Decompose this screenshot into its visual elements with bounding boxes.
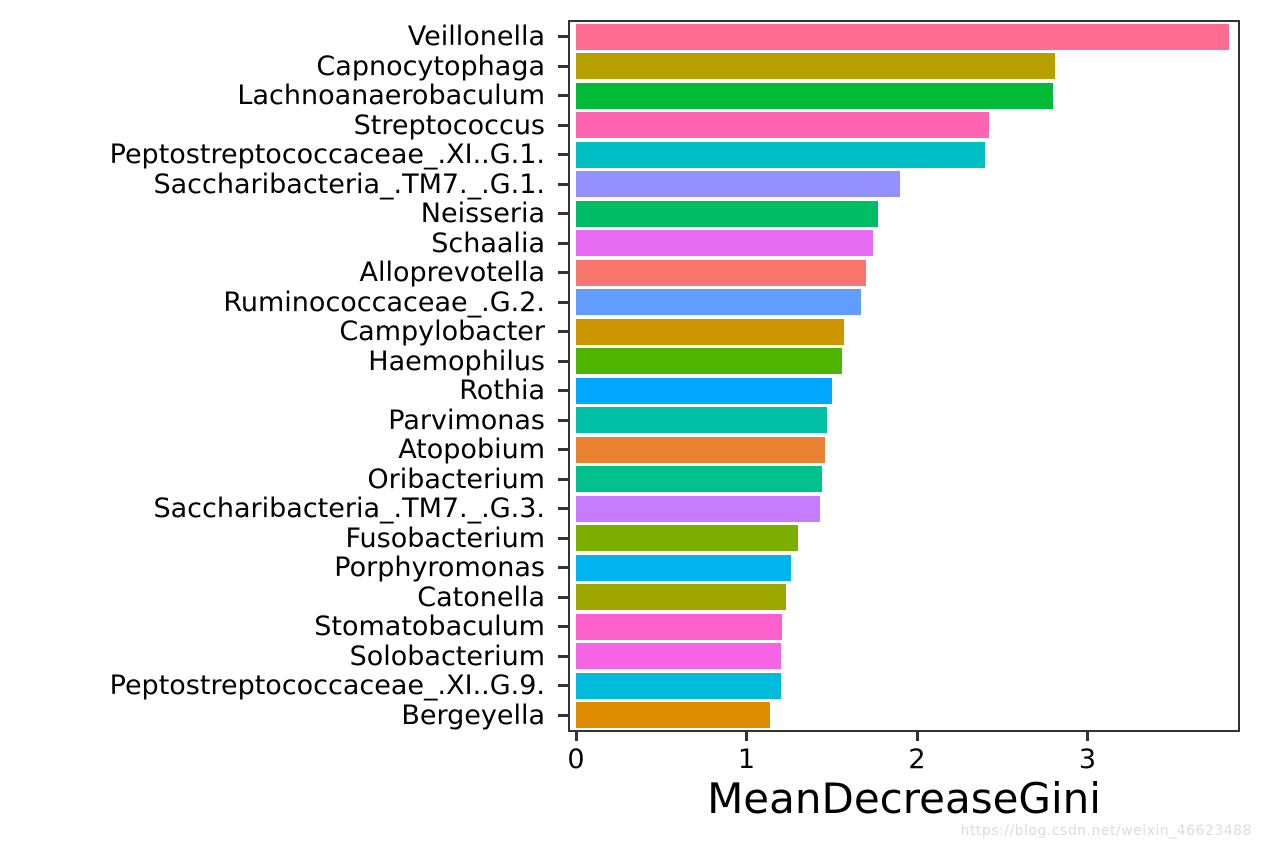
x-tick-3 <box>1086 732 1089 741</box>
y-tick-neisseria <box>558 212 568 216</box>
watermark: https://blog.csdn.net/weixin_46623488 <box>960 823 1252 839</box>
bar-oribacterium <box>576 466 822 493</box>
bar-catonella <box>576 584 786 611</box>
y-axis-label-schaalia: Schaalia <box>431 227 545 259</box>
y-tick-peptostreptococcaceae-xi-g-9 <box>558 684 568 688</box>
bar-ruminococcaceae-g-2 <box>576 289 861 316</box>
y-tick-schaalia <box>558 241 568 245</box>
x-tick-label-0: 0 <box>567 744 585 775</box>
y-tick-veillonella <box>558 35 568 39</box>
y-tick-catonella <box>558 595 568 599</box>
y-axis-label-lachnoanaerobaculum: Lachnoanaerobaculum <box>237 80 545 111</box>
y-axis-label-fusobacterium: Fusobacterium <box>345 522 546 554</box>
bar-haemophilus <box>576 348 842 375</box>
y-axis-label-haemophilus: Haemophilus <box>368 345 545 377</box>
y-axis-label-atopobium: Atopobium <box>398 434 545 465</box>
bar-atopobium <box>576 436 825 463</box>
bar-saccharibacteria-tm7-g-3 <box>576 495 820 522</box>
y-tick-saccharibacteria-tm7-g-3 <box>558 507 568 511</box>
bar-alloprevotella <box>576 259 866 286</box>
bar-porphyromonas <box>576 554 791 581</box>
y-axis-label-saccharibacteria-tm7-g-3: Saccharibacteria_.TM7._.G.3. <box>153 493 546 524</box>
y-tick-capnocytophaga <box>558 64 568 68</box>
x-axis-title: MeanDecreaseGini <box>707 774 1101 823</box>
x-tick-label-1: 1 <box>737 744 756 775</box>
y-axis-label-stomatobaculum: Stomatobaculum <box>314 611 545 642</box>
y-axis-label-rothia: Rothia <box>459 375 545 406</box>
y-tick-bergeyella <box>558 713 568 717</box>
x-tick-label-2: 2 <box>908 744 926 775</box>
y-tick-porphyromonas <box>558 566 568 570</box>
y-axis-label-catonella: Catonella <box>417 581 545 613</box>
y-axis-label-alloprevotella: Alloprevotella <box>359 257 546 288</box>
y-tick-atopobium <box>558 448 568 452</box>
bar-bergeyella <box>576 702 771 729</box>
y-axis-label-saccharibacteria-tm7-g-1: Saccharibacteria_.TM7._.G.1. <box>153 168 546 200</box>
y-tick-saccharibacteria-tm7-g-1 <box>558 182 568 186</box>
bar-peptostreptococcaceae-xi-g-1 <box>576 141 986 168</box>
bar-fusobacterium <box>576 525 798 552</box>
y-axis-label-oribacterium: Oribacterium <box>367 463 545 495</box>
y-axis-label-neisseria: Neisseria <box>420 198 545 229</box>
bar-schaalia <box>576 230 873 257</box>
y-axis-label-bergeyella: Bergeyella <box>401 699 545 731</box>
y-axis-label-campylobacter: Campylobacter <box>339 316 545 347</box>
bar-stomatobaculum <box>576 613 783 640</box>
bar-peptostreptococcaceae-xi-g-9 <box>576 672 781 699</box>
bar-rothia <box>576 377 832 404</box>
y-axis-label-capnocytophaga: Capnocytophaga <box>316 50 545 82</box>
y-tick-ruminococcaceae-g-2 <box>558 300 568 304</box>
y-axis-label-streptococcus: Streptococcus <box>353 109 545 141</box>
bar-capnocytophaga <box>576 53 1056 80</box>
x-tick-2 <box>915 732 919 741</box>
y-tick-rothia <box>558 389 568 393</box>
bar-parvimonas <box>576 407 827 434</box>
y-tick-streptococcus <box>558 123 568 127</box>
y-tick-peptostreptococcaceae-xi-g-1 <box>558 153 568 157</box>
bar-veillonella <box>576 23 1229 50</box>
bar-saccharibacteria-tm7-g-1 <box>576 171 900 198</box>
bar-campylobacter <box>576 318 844 345</box>
bar-streptococcus <box>576 112 989 139</box>
x-tick-label-3: 3 <box>1078 744 1097 775</box>
x-tick-1 <box>745 732 748 741</box>
y-tick-fusobacterium <box>558 536 568 540</box>
y-tick-alloprevotella <box>558 271 568 275</box>
y-axis-label-peptostreptococcaceae-xi-g-9: Peptostreptococcaceae_.XI..G.9. <box>109 670 545 701</box>
x-tick-0 <box>574 732 578 741</box>
y-tick-lachnoanaerobaculum <box>558 94 568 98</box>
bar-lachnoanaerobaculum <box>576 82 1054 109</box>
bar-neisseria <box>576 200 878 227</box>
y-tick-campylobacter <box>558 330 568 334</box>
y-tick-solobacterium <box>558 654 568 658</box>
y-axis-label-solobacterium: Solobacterium <box>349 640 545 672</box>
y-axis-label-peptostreptococcaceae-xi-g-1: Peptostreptococcaceae_.XI..G.1. <box>109 139 545 170</box>
y-axis-label-ruminococcaceae-g-2: Ruminococcaceae_.G.2. <box>223 286 545 318</box>
y-axis-label-porphyromonas: Porphyromonas <box>334 552 545 583</box>
y-tick-stomatobaculum <box>558 625 568 629</box>
y-axis-label-veillonella: Veillonella <box>407 21 545 52</box>
y-tick-oribacterium <box>558 477 568 481</box>
bar-solobacterium <box>576 643 781 670</box>
y-axis-label-parvimonas: Parvimonas <box>388 404 545 436</box>
plot-panel <box>568 20 1240 732</box>
y-tick-parvimonas <box>558 418 568 422</box>
y-tick-haemophilus <box>558 359 568 363</box>
